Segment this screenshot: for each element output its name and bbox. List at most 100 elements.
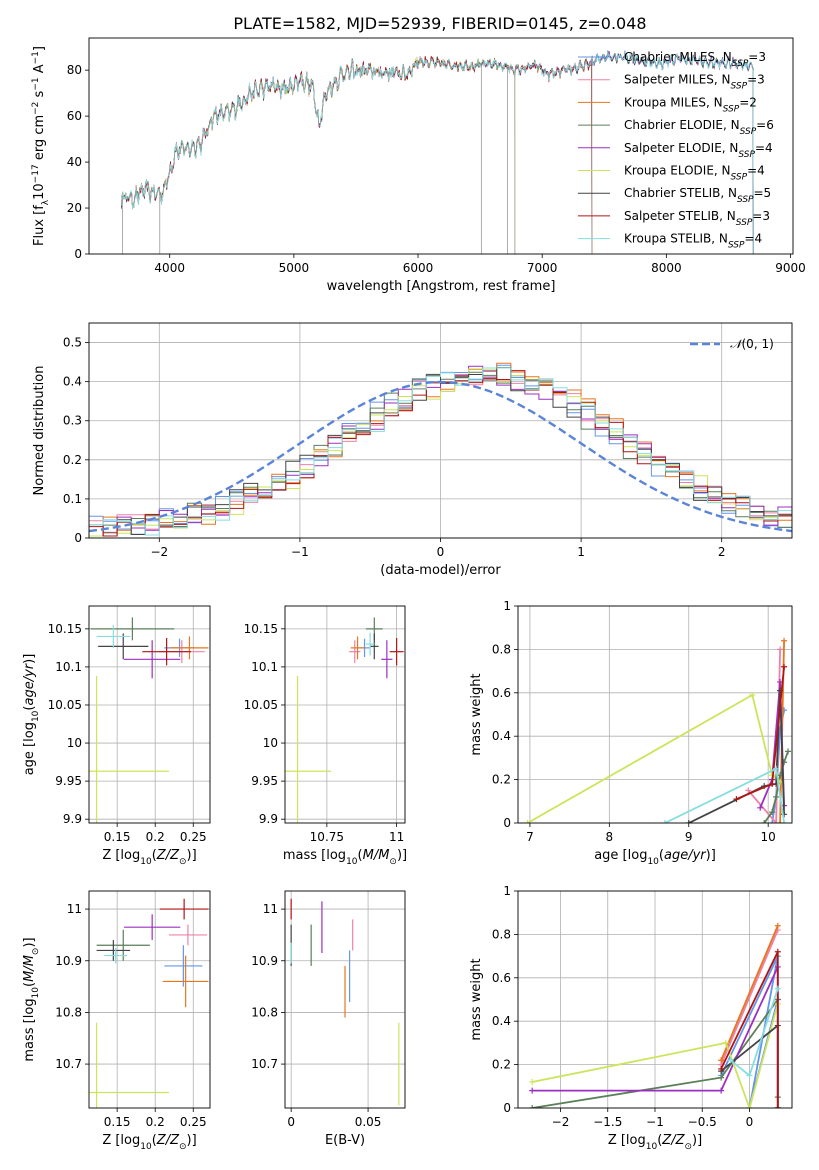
weight-point-marker <box>781 663 788 670</box>
legend-entry: Chabrier ELODIE, NSSP=6 <box>624 118 774 137</box>
spectrum-series-line <box>120 50 754 254</box>
weight-point-marker <box>769 820 776 823</box>
y-tick-label: 0.1 <box>63 492 82 506</box>
y-tick-label: 60 <box>67 109 82 123</box>
weight-point-marker <box>773 820 780 823</box>
plot-area <box>290 898 400 1106</box>
weight-point-marker <box>774 985 781 992</box>
histogram-series <box>89 367 792 536</box>
axes-frame <box>88 322 793 539</box>
legend-entry: 𝒩(0, 1) <box>730 337 774 351</box>
y-tick-label: 0.2 <box>492 773 511 787</box>
y-axis-label: age [log10(age/yr)] <box>22 654 41 776</box>
y-axis-label: Normed distribution <box>32 366 47 496</box>
y-axis-label: mass [log10(M/M⊙)] <box>22 937 41 1061</box>
x-tick-label: 7000 <box>527 261 558 275</box>
weight-point-marker <box>746 1072 753 1079</box>
figure-title: PLATE=1582, MJD=52939, FIBERID=0145, z=0… <box>233 14 646 33</box>
x-tick-label: 5000 <box>279 261 310 275</box>
x-tick-label: −2 <box>552 1115 570 1129</box>
x-tick-label: 1 <box>577 545 585 559</box>
x-tick-label: 0.15 <box>104 830 131 844</box>
x-tick-label: 0.15 <box>104 1115 131 1129</box>
plot-area <box>89 362 792 537</box>
chart-mass-vs-Z: 0.15 0.2 0.25 10.7 10.8 10.9 11 Z [log10(Z/Z⊙)]… <box>22 890 211 1152</box>
x-tick-label: 0.2 <box>146 830 165 844</box>
plot-area <box>285 617 404 823</box>
chart-mass-vs-EBV: 0 0.05 10.7 10.8 10.9 11 E(B-V) <box>251 890 406 1148</box>
plot-area <box>529 922 781 1108</box>
histogram-series <box>89 367 792 537</box>
axes-frame <box>88 37 794 255</box>
weight-point-marker <box>746 1105 753 1108</box>
weight-point-marker <box>761 820 768 823</box>
weight-point-marker <box>727 1057 734 1064</box>
plot-area <box>120 50 754 254</box>
weight-point-marker <box>757 804 764 811</box>
weight-point-marker <box>769 809 776 816</box>
x-axis-label: age [log10(age/yr)] <box>594 848 716 867</box>
x-axis-label: E(B-V) <box>325 1133 365 1148</box>
x-axis-label: Z [log10(Z/Z⊙)] <box>608 1133 702 1152</box>
x-axis-label: Z [log10(Z/Z⊙)] <box>102 848 196 867</box>
y-tick-label: 9.95 <box>251 774 278 788</box>
legend-entry: Chabrier STELIB, NSSP=5 <box>624 186 771 205</box>
y-tick-label: 10.9 <box>55 954 82 968</box>
weight-point-marker <box>718 1074 725 1081</box>
y-tick-label: 1 <box>503 884 511 898</box>
weight-point-marker <box>773 793 780 800</box>
x-tick-label: −1 <box>646 1115 664 1129</box>
axes-frame <box>517 890 793 1109</box>
x-tick-label: 2 <box>718 545 726 559</box>
x-tick-label: 7 <box>526 830 534 844</box>
weight-point-marker <box>745 787 752 794</box>
weight-point-marker <box>785 748 792 755</box>
axes-frame <box>88 605 211 824</box>
y-tick-label: 10.9 <box>251 954 278 968</box>
x-tick-label: 0.05 <box>355 1115 382 1129</box>
weight-series-line <box>532 1003 779 1108</box>
y-tick-label: 0.2 <box>63 453 82 467</box>
weight-point-marker <box>749 691 756 698</box>
y-tick-label: 10.05 <box>48 698 82 712</box>
y-tick-label: 9.95 <box>55 774 82 788</box>
weight-point-marker <box>722 1039 729 1046</box>
plot-area <box>89 898 209 1108</box>
y-axis-label: mass weight <box>469 958 484 1040</box>
plot-area <box>524 637 792 823</box>
y-tick-label: 10.15 <box>48 622 82 636</box>
y-tick-label: 10.7 <box>55 1057 82 1071</box>
y-tick-label: 9.9 <box>259 812 278 826</box>
y-tick-label: 1 <box>503 599 511 613</box>
y-tick-label: 0.8 <box>492 642 511 656</box>
x-tick-label: −0.5 <box>688 1115 717 1129</box>
axes-frame <box>517 605 793 824</box>
weight-point-marker <box>718 1065 725 1072</box>
chart-age-vs-Z: 0.15 0.2 0.25 9.9 9.95 10 10.05 10.1 10.15 Z [log… <box>22 605 211 867</box>
axes-frame <box>88 890 211 1109</box>
axes-frame <box>284 890 406 1109</box>
y-axis-label: mass weight <box>469 673 484 755</box>
weight-series-line <box>720 925 779 1061</box>
legend-entry: Salpeter ELODIE, NSSP=4 <box>624 141 773 160</box>
chart-spectrum: 4000 5000 6000 7000 8000 9000 0 20 40 60 80 wavelen… <box>31 37 806 294</box>
y-tick-label: 0.8 <box>492 927 511 941</box>
x-tick-label: 0 <box>746 1115 754 1129</box>
y-tick-label: 0.5 <box>63 336 82 350</box>
weight-point-marker <box>777 820 784 823</box>
y-tick-label: 0 <box>74 247 82 261</box>
y-tick-label: 10.8 <box>55 1005 82 1019</box>
x-tick-label: 0.2 <box>146 1115 165 1129</box>
x-tick-label: 10.75 <box>310 830 344 844</box>
y-tick-label: 11 <box>263 902 278 916</box>
weight-point-marker <box>769 780 776 787</box>
x-tick-label: 9 <box>685 830 693 844</box>
x-tick-label: −2 <box>150 545 168 559</box>
y-tick-label: 0 <box>74 531 82 545</box>
chart-mass-weight-vs-Z: −2 −1.5 −1 −0.5 0 0 0.2 0.4 0.6 0.8 1 Z [log10(Z/Z⊙… <box>469 884 793 1152</box>
y-tick-label: 0.4 <box>63 375 82 389</box>
x-tick-label: −1 <box>291 545 309 559</box>
legend-entry: Kroupa MILES, NSSP=2 <box>624 95 757 114</box>
y-tick-label: 0.4 <box>492 1014 511 1028</box>
